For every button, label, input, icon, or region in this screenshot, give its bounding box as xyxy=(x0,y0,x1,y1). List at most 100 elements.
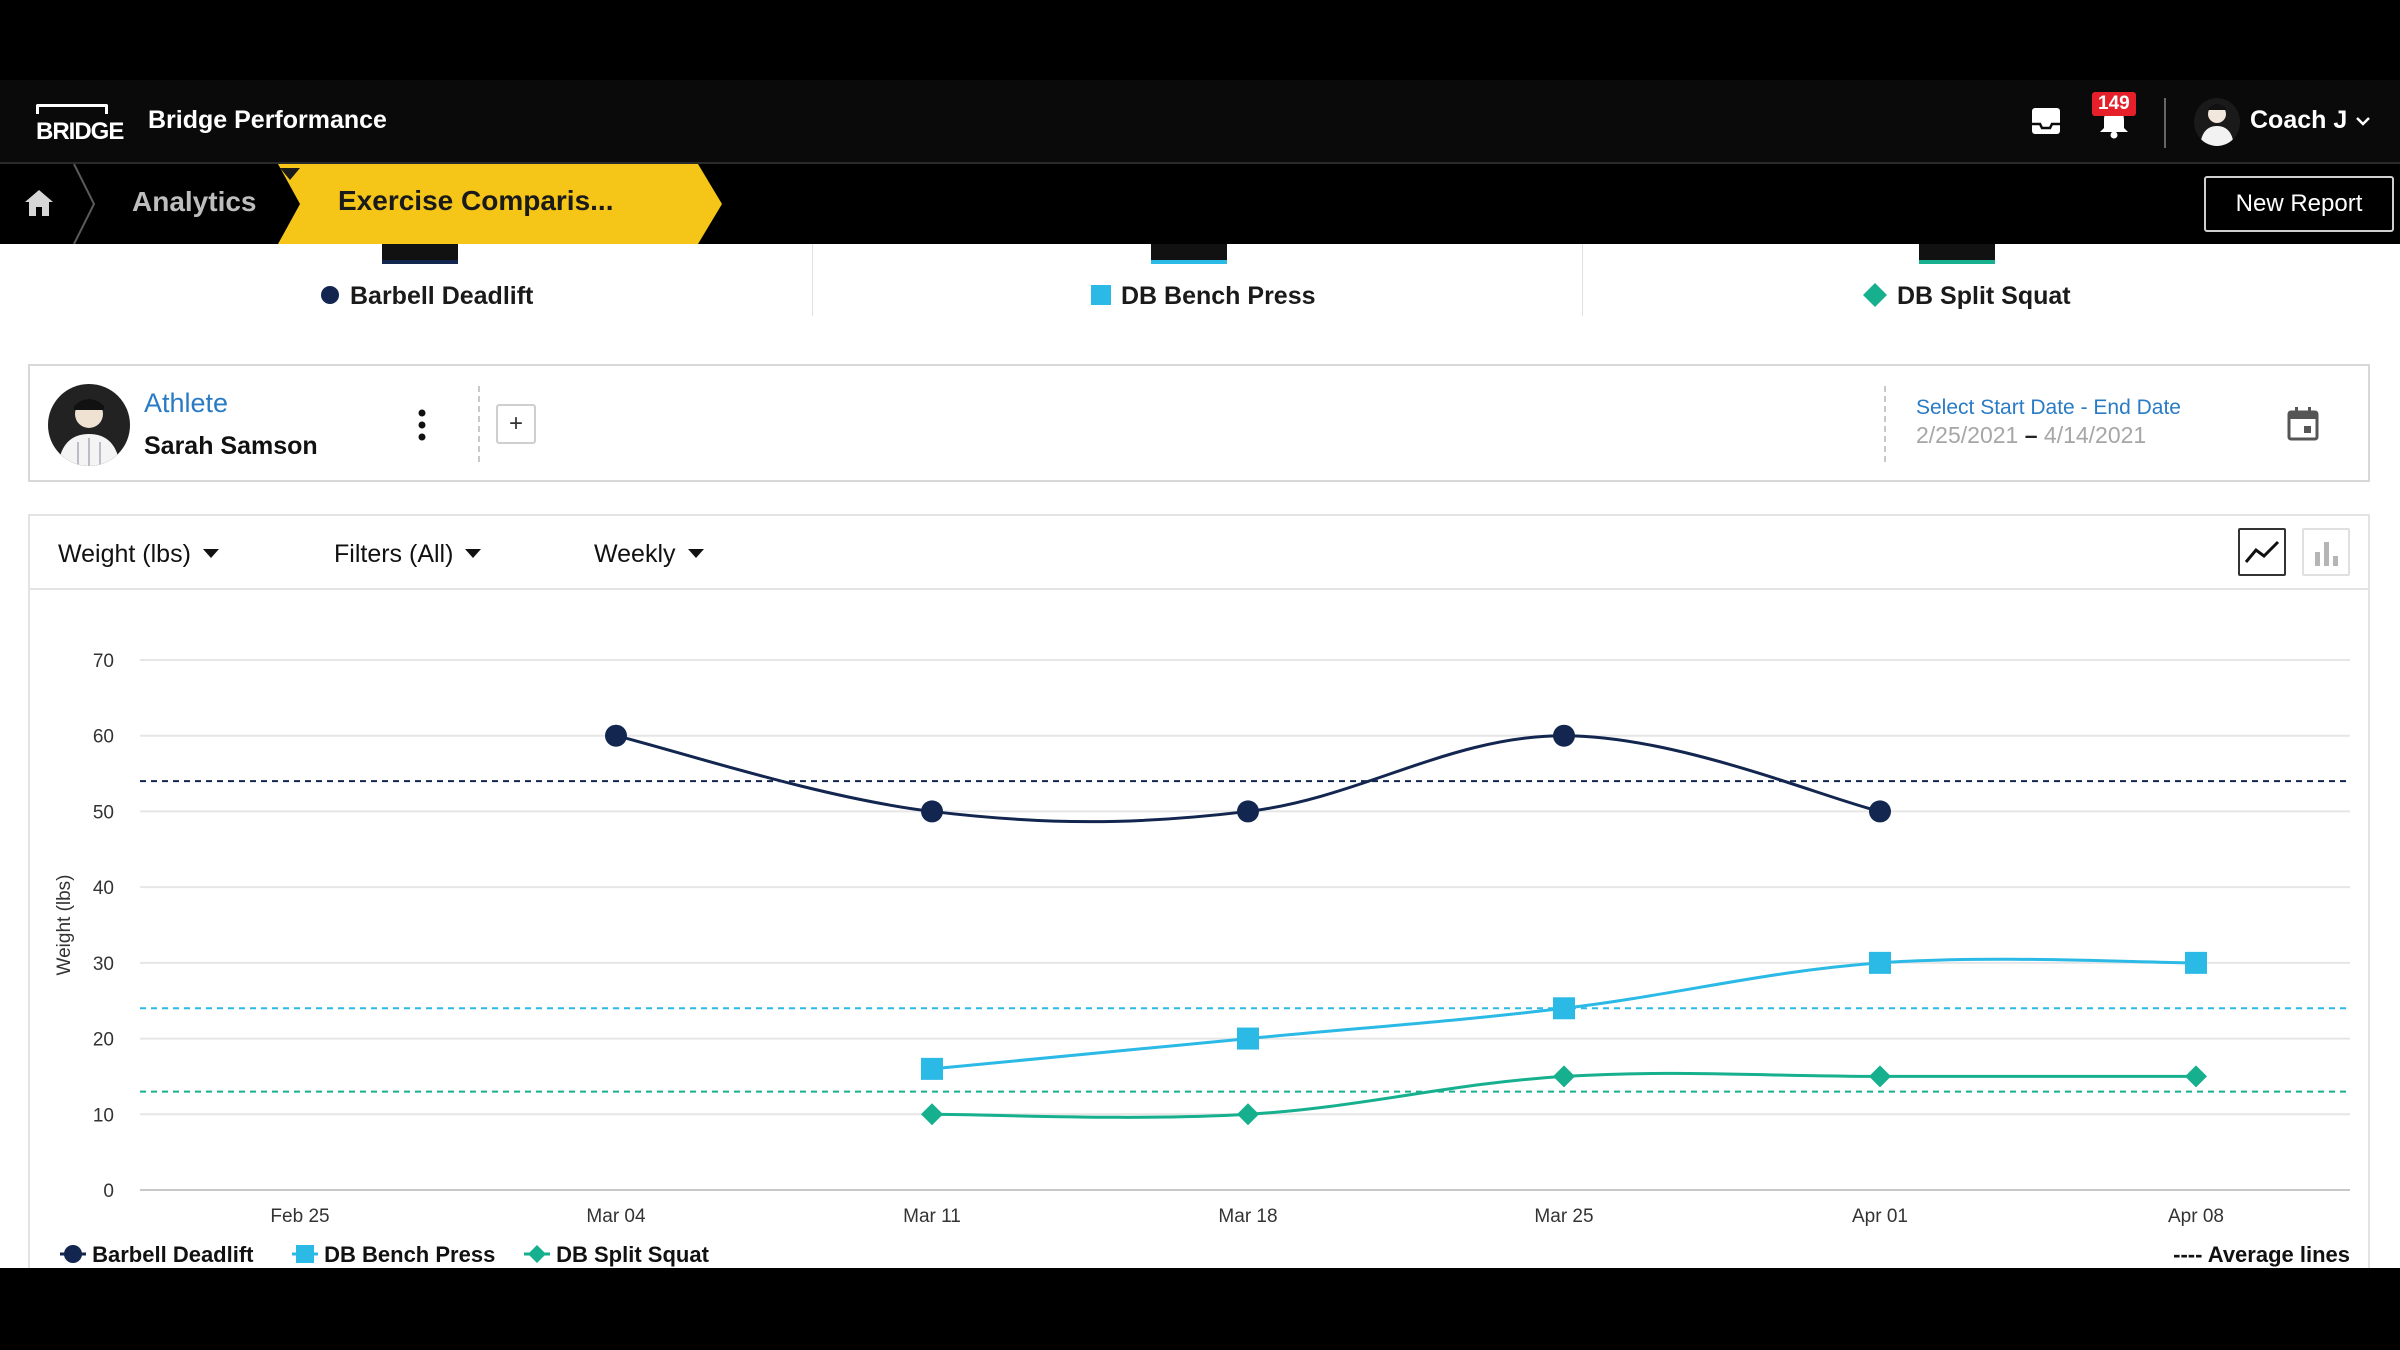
line-chart: 0 10 20 30 40 50 60 70 Feb 25 Mar 04 Mar 11 Mar 18 M… xyxy=(54,651,2350,1227)
exercise-strip: Barbell Deadlift DB Bench Press DB Split… xyxy=(0,244,2400,316)
legend-label: DB Bench Press xyxy=(324,1242,496,1267)
exercise-column[interactable]: Barbell Deadlift xyxy=(0,244,768,316)
exercise-thumbnail[interactable] xyxy=(382,244,458,264)
exercise-name: DB Split Squat xyxy=(1897,282,2071,310)
exercise-column[interactable]: DB Split Squat xyxy=(1582,244,2350,316)
breadcrumb-current[interactable]: Exercise Comparis... xyxy=(278,164,722,244)
chart-legend: Barbell Deadlift DB Bench Press DB Split… xyxy=(30,1242,2370,1268)
chevron-down-icon[interactable] xyxy=(2352,110,2374,132)
x-tick-label: Mar 11 xyxy=(903,1206,961,1227)
dashed-divider xyxy=(478,386,480,462)
square-marker-icon xyxy=(292,1245,318,1264)
date-range-title[interactable]: Select Start Date - End Date xyxy=(1916,396,2181,419)
breadcrumb-current-label: Exercise Comparis... xyxy=(338,185,614,216)
y-tick-label: 70 xyxy=(93,651,114,672)
exercise-name: DB Bench Press xyxy=(1121,282,1316,310)
data-point xyxy=(2185,1065,2207,1088)
metric-dropdown[interactable]: Weight (lbs) xyxy=(58,540,219,569)
data-point xyxy=(2185,951,2207,974)
legend-item-db-split-squat[interactable]: DB Split Squat xyxy=(524,1242,709,1268)
caret-down-icon[interactable] xyxy=(278,164,302,184)
x-tick-label: Mar 04 xyxy=(586,1206,646,1227)
circle-marker-icon xyxy=(321,286,339,305)
x-tick-label: Apr 08 xyxy=(2168,1206,2224,1227)
data-point xyxy=(921,800,943,823)
y-tick-label: 30 xyxy=(93,954,114,975)
y-tick-label: 60 xyxy=(93,727,114,748)
breadcrumb-analytics[interactable]: Analytics xyxy=(132,186,257,217)
data-point xyxy=(921,1103,943,1126)
exercise-label: DB Split Squat xyxy=(1863,282,2071,311)
data-point xyxy=(1237,800,1259,823)
y-tick-label: 10 xyxy=(93,1105,114,1126)
x-tick-label: Mar 18 xyxy=(1218,1206,1277,1227)
date-separator: – xyxy=(2024,422,2038,448)
diamond-marker-icon xyxy=(1863,283,1887,308)
diamond-marker-icon xyxy=(524,1245,550,1264)
new-report-button[interactable]: New Report xyxy=(2204,176,2394,232)
x-tick-label: Feb 25 xyxy=(270,1206,329,1227)
athlete-avatar[interactable] xyxy=(48,384,130,466)
app-title: Bridge Performance xyxy=(148,106,387,134)
data-point xyxy=(1237,1103,1259,1126)
data-point xyxy=(1553,724,1575,747)
coach-avatar[interactable] xyxy=(2194,98,2240,146)
exercise-thumbnail[interactable] xyxy=(1919,244,1995,264)
notification-badge: 149 xyxy=(2092,92,2136,116)
line-chart-icon xyxy=(2244,540,2280,563)
dashed-divider xyxy=(1884,386,1886,462)
inbox-icon[interactable] xyxy=(2030,106,2062,136)
kebab-menu-icon[interactable] xyxy=(414,408,430,442)
line-chart-view-button[interactable] xyxy=(2238,528,2286,576)
data-point xyxy=(1553,1065,1575,1088)
filters-dropdown-label: Filters (All) xyxy=(334,540,454,568)
exercise-name: Barbell Deadlift xyxy=(350,282,534,310)
home-icon[interactable] xyxy=(22,186,56,220)
legend-item-db-bench-press[interactable]: DB Bench Press xyxy=(292,1242,495,1268)
legend-item-barbell-deadlift[interactable]: Barbell Deadlift xyxy=(60,1242,254,1268)
date-range-value[interactable]: 2/25/2021 – 4/14/2021 xyxy=(1916,422,2146,449)
letterbox-top xyxy=(0,0,2400,80)
athlete-card: Athlete Sarah Samson + Select Start Date… xyxy=(28,364,2370,482)
caret-down-icon xyxy=(202,549,219,559)
athlete-role-label[interactable]: Athlete xyxy=(144,388,229,418)
breadcrumb-separator xyxy=(73,164,96,244)
y-tick-label: 40 xyxy=(93,878,114,899)
logo-mark xyxy=(36,104,108,114)
exercise-column[interactable]: DB Bench Press xyxy=(812,244,1580,316)
end-date: 4/14/2021 xyxy=(2043,422,2147,448)
y-axis-label: Weight (lbs) xyxy=(54,874,75,975)
legend-label: Barbell Deadlift xyxy=(92,1242,254,1267)
caret-down-icon xyxy=(465,549,482,559)
exercise-thumbnail[interactable] xyxy=(1151,244,1227,264)
chart-card: Weight (lbs) Filters (All) Weekly 0 10 20 3… xyxy=(28,514,2370,1268)
y-tick-label: 20 xyxy=(93,1030,114,1051)
legend-label: DB Split Squat xyxy=(556,1242,709,1267)
data-point xyxy=(1553,997,1575,1020)
filters-dropdown[interactable]: Filters (All) xyxy=(334,540,482,569)
y-tick-label: 0 xyxy=(103,1181,114,1202)
exercise-label: Barbell Deadlift xyxy=(320,282,533,311)
coach-name[interactable]: Coach J xyxy=(2250,106,2348,134)
caret-down-icon xyxy=(687,549,704,559)
athlete-name: Sarah Samson xyxy=(144,432,318,460)
data-point xyxy=(921,1057,943,1080)
exercise-label: DB Bench Press xyxy=(1091,282,1316,311)
data-point xyxy=(1869,800,1891,823)
bar-chart-view-button[interactable] xyxy=(2302,528,2350,576)
breadcrumb-current-bg xyxy=(278,164,722,244)
interval-dropdown-label: Weekly xyxy=(594,540,676,568)
y-tick-label: 50 xyxy=(93,802,114,823)
bridge-logo[interactable]: BRIDGE xyxy=(36,104,124,145)
calendar-icon[interactable] xyxy=(2286,406,2320,442)
chart-toolbar: Weight (lbs) Filters (All) Weekly xyxy=(30,516,2368,590)
data-point xyxy=(1869,951,1891,974)
metric-dropdown-label: Weight (lbs) xyxy=(58,540,191,568)
interval-dropdown[interactable]: Weekly xyxy=(594,540,704,569)
add-athlete-button[interactable]: + xyxy=(496,404,536,444)
bar-chart-icon xyxy=(2315,542,2338,566)
start-date: 2/25/2021 xyxy=(1916,422,2019,448)
circle-marker-icon xyxy=(60,1245,86,1264)
data-point xyxy=(1237,1027,1259,1050)
data-point xyxy=(605,724,627,747)
